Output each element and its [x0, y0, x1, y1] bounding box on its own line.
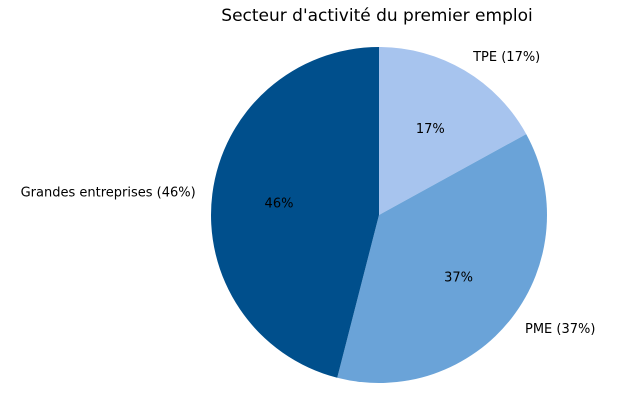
pct-label-tpe: 17% [416, 122, 445, 137]
pie-slice-pme [337, 134, 547, 383]
pie-slice-tpe [379, 47, 527, 215]
slice-label-grandes-entreprises: Grandes entreprises (46%) [21, 186, 196, 201]
chart-title: Secteur d'activité du premier emploi [221, 6, 533, 26]
pct-label-grandes-entreprises: 46% [265, 196, 294, 211]
pct-label-pme: 37% [444, 271, 473, 286]
pie-slice-grandes-entreprises [211, 47, 379, 378]
slice-label-tpe: TPE (17%) [472, 50, 540, 65]
slice-label-pme: PME (37%) [525, 322, 595, 337]
